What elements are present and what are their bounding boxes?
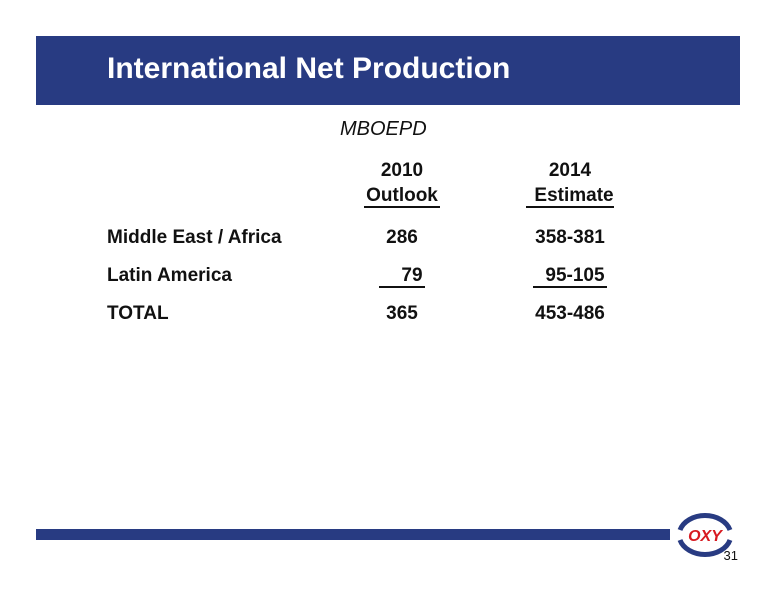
logo-arc (677, 512, 733, 532)
cell-value: 365 (386, 303, 418, 324)
table-cell: 95-105 (510, 265, 630, 288)
page-number: 31 (723, 548, 738, 563)
footer-bar (36, 529, 670, 540)
cell-value: 95-105 (533, 265, 607, 288)
row-label: Latin America (107, 265, 232, 286)
column-header: Outlook (364, 185, 440, 208)
table-cell: 79 (342, 265, 462, 288)
cell-value: 79 (379, 265, 425, 288)
table-cell: 365 (342, 303, 462, 325)
header-banner (36, 36, 740, 105)
logo-text: OXY (688, 528, 723, 545)
row-label: TOTAL (107, 303, 169, 324)
row-label: Middle East / Africa (107, 227, 282, 248)
table-cell: 286 (342, 227, 462, 249)
cell-value: 358-381 (535, 227, 605, 248)
unit-label: MBOEPD (340, 118, 427, 140)
cell-value: 286 (386, 227, 418, 248)
logo-arc (677, 538, 733, 558)
logo: OXY (677, 512, 733, 558)
slide-title: International Net Production (107, 52, 511, 85)
table-cell: 358-381 (510, 227, 630, 249)
column-header: 2014 (548, 160, 592, 181)
table-cell: 453-486 (510, 303, 630, 325)
column-header: Estimate (526, 185, 614, 208)
column-header: Estimate (510, 185, 630, 208)
cell-value: 453-486 (535, 303, 605, 324)
column-header: Outlook (342, 185, 462, 208)
column-header: 2010 (380, 160, 424, 181)
